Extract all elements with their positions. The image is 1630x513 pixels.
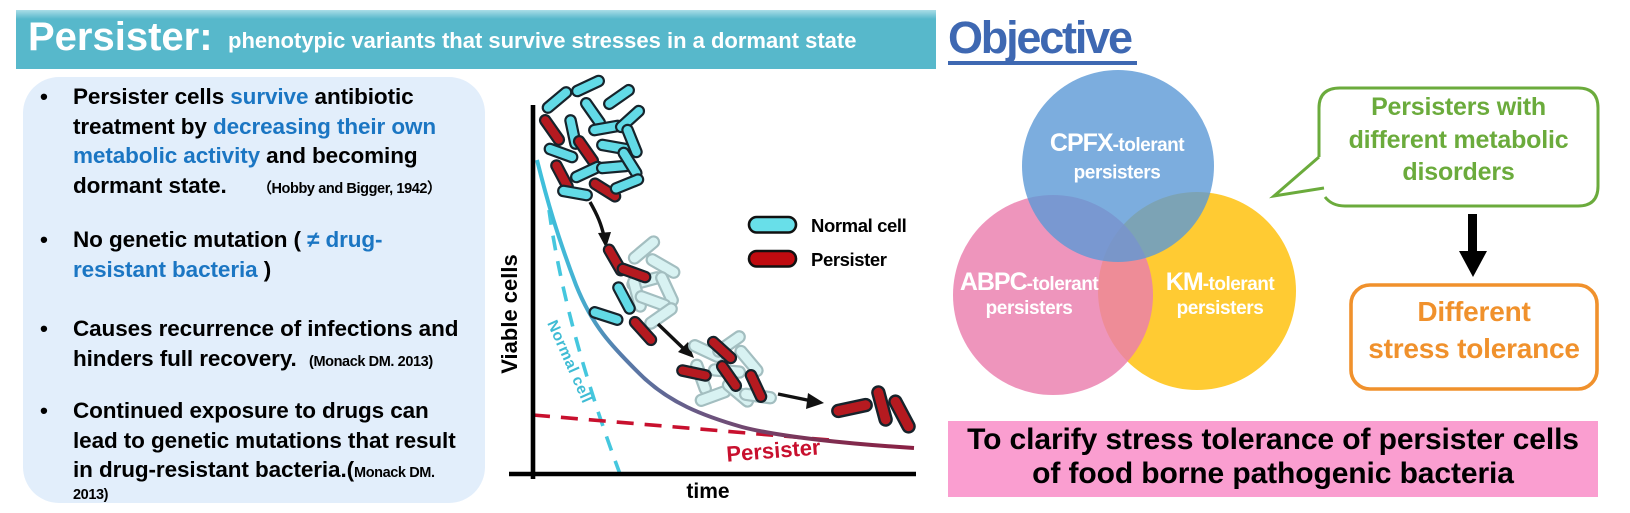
svg-text:Persister: Persister [811,249,887,270]
svg-text:Persister: Persister [725,434,821,466]
svg-text:CPFX-tolerant: CPFX-tolerant [1050,129,1185,157]
svg-text:persisters: persisters [1177,298,1264,319]
svg-text:Normal cell: Normal cell [543,318,595,406]
svg-text:ABPC-tolerant: ABPC-tolerant [960,268,1100,296]
svg-text:time: time [686,480,729,503]
svg-text:persisters: persisters [986,298,1073,319]
svg-text:KM-tolerant: KM-tolerant [1166,268,1276,296]
svg-text:Viable cells: Viable cells [497,254,522,373]
svg-text:Normal cell: Normal cell [811,215,906,236]
svg-text:persisters: persisters [1074,163,1161,184]
